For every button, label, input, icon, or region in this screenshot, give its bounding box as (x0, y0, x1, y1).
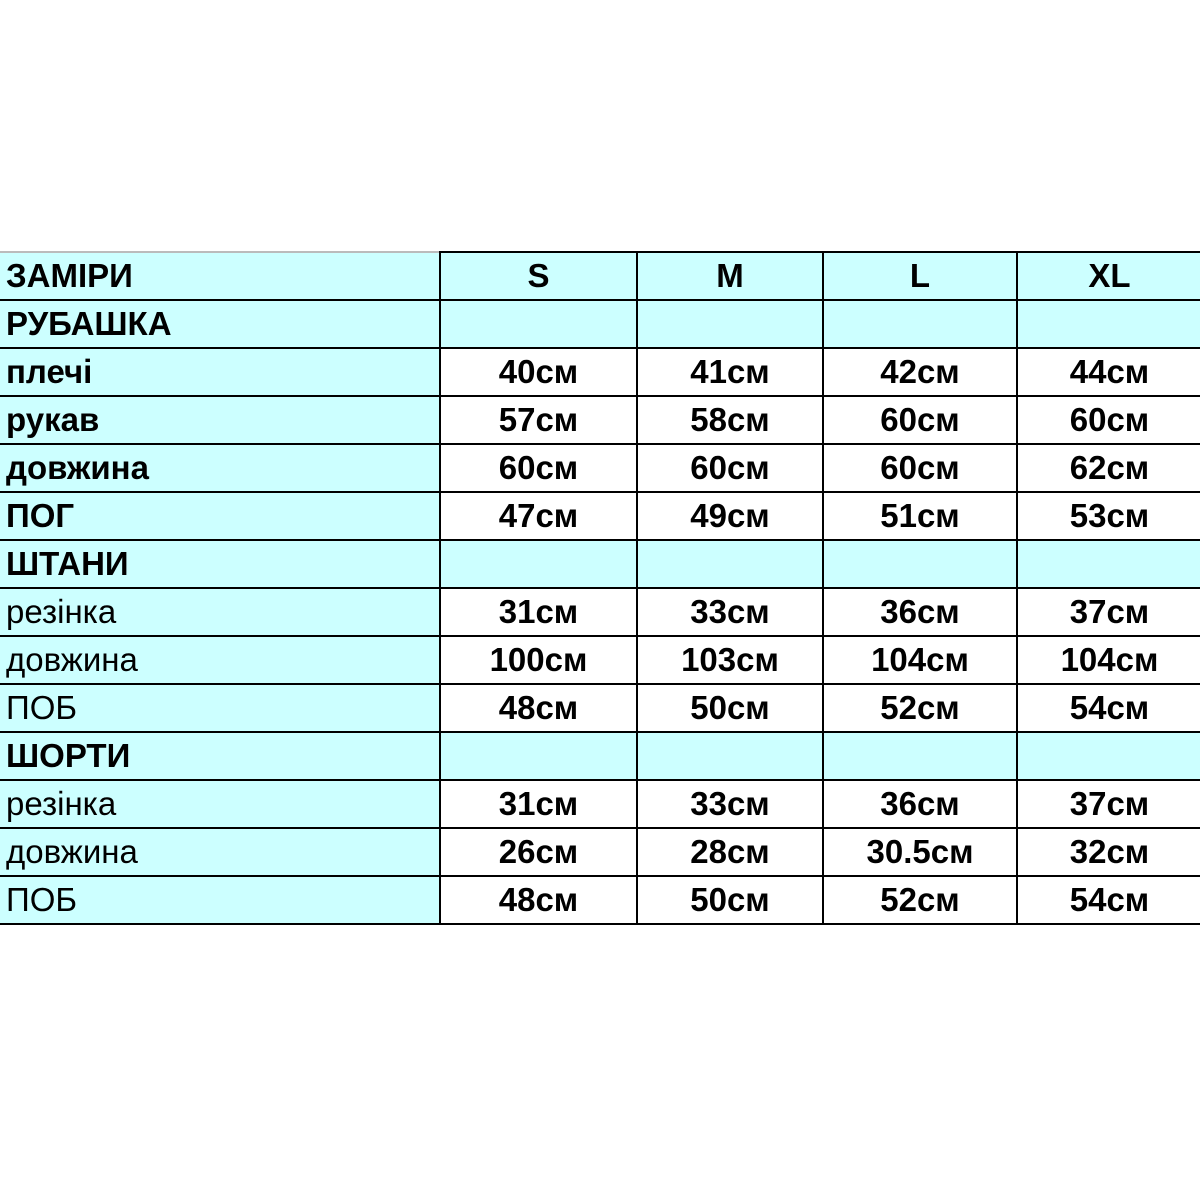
table-row: плечі 40см 41см 42см 44см (0, 347, 1200, 397)
size-header-l: L (822, 251, 1018, 301)
size-value-cell: 44см (1016, 347, 1200, 397)
size-value-cell: 33см (636, 779, 824, 829)
section-row: ШОРТИ (0, 731, 1200, 781)
table-row: ПОБ 48см 50см 52см 54см (0, 683, 1200, 733)
size-value-cell: 42см (822, 347, 1018, 397)
size-value-cell: 60см (1016, 395, 1200, 445)
size-header-xl: XL (1016, 251, 1200, 301)
table-row: рукав 57см 58см 60см 60см (0, 395, 1200, 445)
measurement-label: резінка (0, 779, 441, 829)
table-row: ПОБ 48см 50см 52см 54см (0, 875, 1200, 925)
size-value-cell: 51см (822, 491, 1018, 541)
size-value-cell (439, 539, 638, 589)
size-value-cell: 41см (636, 347, 824, 397)
table-row: ПОГ 47см 49см 51см 53см (0, 491, 1200, 541)
section-label: ШОРТИ (0, 731, 441, 781)
measurement-label: довжина (0, 443, 441, 493)
size-value-cell: 50см (636, 683, 824, 733)
size-value-cell: 28см (636, 827, 824, 877)
size-value-cell: 36см (822, 587, 1018, 637)
size-value-cell: 40см (439, 347, 638, 397)
section-label: ШТАНИ (0, 539, 441, 589)
size-value-cell (439, 299, 638, 349)
measurement-label: плечі (0, 347, 441, 397)
measurement-label: довжина (0, 635, 441, 685)
size-value-cell: 60см (439, 443, 638, 493)
measurement-label: рукав (0, 395, 441, 445)
measurement-label: ПОГ (0, 491, 441, 541)
size-value-cell: 60см (822, 443, 1018, 493)
size-value-cell: 60см (636, 443, 824, 493)
size-value-cell: 36см (822, 779, 1018, 829)
size-value-cell: 33см (636, 587, 824, 637)
size-value-cell: 31см (439, 587, 638, 637)
size-value-cell (636, 299, 824, 349)
table-row: довжина 100см 103см 104см 104см (0, 635, 1200, 685)
size-header-m: M (636, 251, 824, 301)
measurement-label: ПОБ (0, 875, 441, 925)
size-value-cell: 62см (1016, 443, 1200, 493)
size-value-cell (636, 731, 824, 781)
size-value-cell: 30.5см (822, 827, 1018, 877)
section-label: РУБАШКА (0, 299, 441, 349)
size-value-cell: 104см (822, 635, 1018, 685)
size-chart-table: ЗАМІРИ S M L XL РУБАШКА плечі 40см 41см 42см… (0, 251, 1200, 925)
section-row: РУБАШКА (0, 299, 1200, 349)
size-value-cell: 48см (439, 683, 638, 733)
size-value-cell: 60см (822, 395, 1018, 445)
size-value-cell: 104см (1016, 635, 1200, 685)
size-value-cell: 48см (439, 875, 638, 925)
size-header-s: S (439, 251, 638, 301)
size-value-cell (1016, 539, 1200, 589)
size-value-cell (822, 731, 1018, 781)
measurement-label: довжина (0, 827, 441, 877)
size-value-cell: 50см (636, 875, 824, 925)
size-value-cell: 54см (1016, 875, 1200, 925)
table-row: резінка 31см 33см 36см 37см (0, 779, 1200, 829)
measurement-label: ПОБ (0, 683, 441, 733)
table-row: довжина 60см 60см 60см 62см (0, 443, 1200, 493)
size-value-cell (822, 299, 1018, 349)
size-value-cell: 37см (1016, 779, 1200, 829)
size-value-cell: 57см (439, 395, 638, 445)
size-value-cell: 54см (1016, 683, 1200, 733)
header-label: ЗАМІРИ (0, 251, 441, 301)
size-value-cell: 37см (1016, 587, 1200, 637)
size-value-cell: 32см (1016, 827, 1200, 877)
size-value-cell (822, 539, 1018, 589)
size-value-cell: 53см (1016, 491, 1200, 541)
size-value-cell: 52см (822, 683, 1018, 733)
size-value-cell (1016, 299, 1200, 349)
size-value-cell: 52см (822, 875, 1018, 925)
size-value-cell (1016, 731, 1200, 781)
size-value-cell: 100см (439, 635, 638, 685)
section-row: ШТАНИ (0, 539, 1200, 589)
size-value-cell (636, 539, 824, 589)
size-value-cell: 49см (636, 491, 824, 541)
size-value-cell: 31см (439, 779, 638, 829)
table-row: довжина 26см 28см 30.5см 32см (0, 827, 1200, 877)
table-row: резінка 31см 33см 36см 37см (0, 587, 1200, 637)
header-row: ЗАМІРИ S M L XL (0, 251, 1200, 301)
size-value-cell: 103см (636, 635, 824, 685)
size-value-cell (439, 731, 638, 781)
size-value-cell: 26см (439, 827, 638, 877)
size-value-cell: 58см (636, 395, 824, 445)
measurement-label: резінка (0, 587, 441, 637)
size-value-cell: 47см (439, 491, 638, 541)
